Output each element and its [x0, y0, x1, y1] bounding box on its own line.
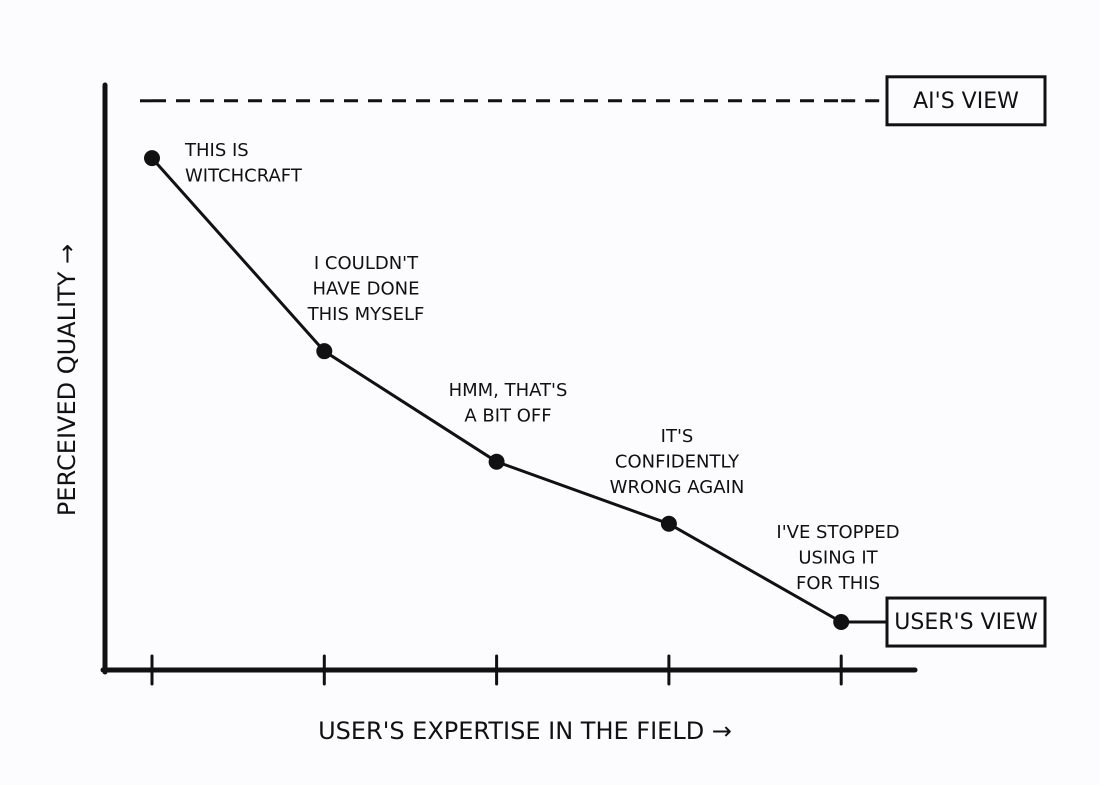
- annotation: IT'S: [661, 426, 694, 447]
- series-label-box: [885, 75, 1047, 127]
- x-axis-label: USER'S EXPERTISE IN THE FIELD →: [318, 717, 732, 745]
- data-point: [488, 453, 505, 470]
- annotation: WITCHCRAFT: [185, 166, 303, 187]
- data-point: [316, 343, 333, 360]
- annotation: THIS MYSELF: [307, 304, 425, 325]
- annotation: CONFIDENTLY: [615, 452, 740, 473]
- annotation: WRONG AGAIN: [610, 477, 745, 498]
- annotation: USING IT: [798, 548, 878, 569]
- data-point: [660, 515, 677, 532]
- annotation: FOR THIS: [796, 573, 880, 594]
- data-point: [144, 150, 160, 167]
- annotation: HAVE DONE: [313, 279, 420, 300]
- series-label: AI'S VIEW: [913, 89, 1019, 114]
- y-axis-label: PERCEIVED QUALITY →: [53, 244, 81, 516]
- annotation: I'VE STOPPED: [776, 522, 899, 543]
- series-label: USER'S VIEW: [894, 610, 1038, 635]
- annotation: THIS IS: [184, 140, 249, 161]
- annotation: HMM, THAT'S: [449, 380, 568, 401]
- series-label-box: [885, 596, 1047, 648]
- annotation: A BIT OFF: [464, 406, 551, 427]
- data-point: [833, 614, 850, 631]
- annotation: I COULDN'T: [314, 253, 419, 274]
